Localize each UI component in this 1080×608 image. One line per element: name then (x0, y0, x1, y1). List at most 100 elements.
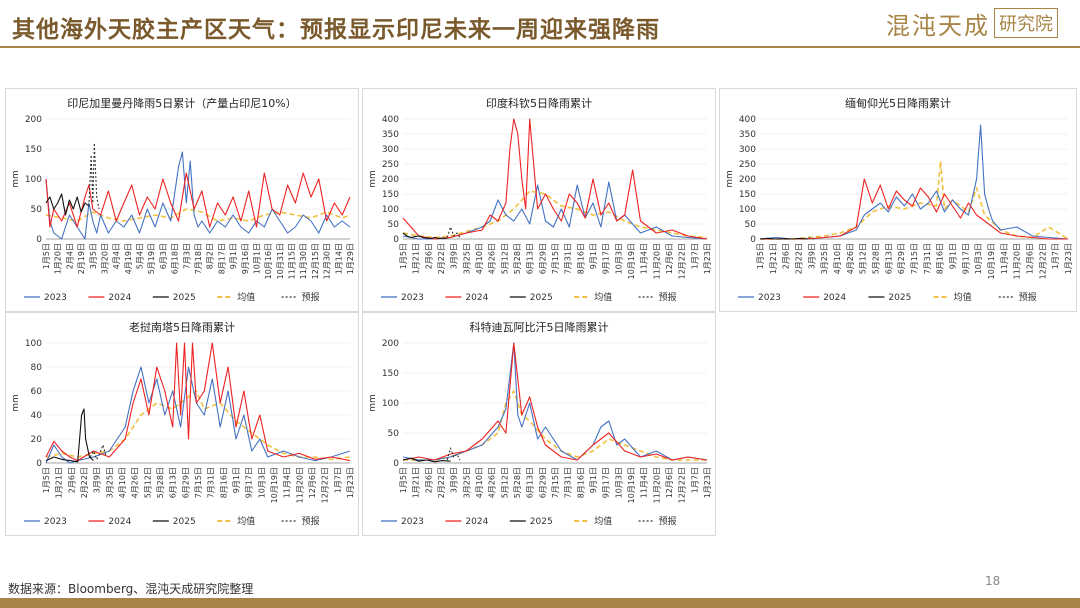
legend-label: 均值 (594, 515, 612, 527)
y-tick-label: 50 (745, 220, 757, 230)
x-tick-label: 3月9日 (93, 467, 102, 493)
y-tick-label: 150 (25, 145, 42, 155)
y-tick-label: 400 (382, 115, 399, 125)
x-tick-label: 1月21日 (412, 243, 421, 274)
y-tick-label: 100 (25, 339, 42, 349)
series-line-均值 (403, 390, 707, 461)
legend-label: 2025 (530, 293, 553, 303)
bottom-bar (0, 598, 1080, 608)
y-tick-label: 20 (31, 435, 43, 445)
title-divider (0, 46, 1080, 48)
x-tick-label: 3月20日 (100, 243, 109, 274)
legend-label: 2025 (173, 293, 196, 303)
x-tick-label: 7月15日 (194, 467, 203, 498)
x-tick-label: 2月22日 (795, 243, 804, 274)
chart-title: 印尼加里曼丹降雨5日累计（产量占印尼10%） (67, 96, 296, 110)
x-tick-label: 9月16日 (241, 243, 250, 274)
x-tick-label: 2月6日 (67, 467, 76, 493)
x-tick-label: 12月6日 (1026, 243, 1035, 274)
x-tick-label: 4月10日 (833, 243, 842, 274)
series-line-2023 (402, 342, 708, 461)
x-tick-label: 5月12日 (859, 243, 868, 274)
legend-label: 2023 (44, 293, 67, 303)
series-line-2024 (45, 342, 351, 462)
x-tick-label: 1月5日 (42, 243, 51, 269)
x-tick-label: 12月22日 (678, 467, 687, 503)
x-tick-label: 6月29日 (181, 467, 190, 498)
legend-label: 2024 (108, 517, 131, 527)
x-tick-label: 11月20日 (652, 243, 661, 279)
y-axis-label: mm (725, 170, 735, 188)
x-tick-label: 6月3日 (159, 243, 168, 269)
x-tick-label: 2月6日 (424, 243, 433, 269)
x-tick-label: 7月3日 (182, 243, 191, 269)
x-tick-label: 6月29日 (897, 243, 906, 274)
x-tick-label: 1月21日 (55, 467, 64, 498)
y-tick-label: 200 (25, 115, 42, 125)
legend-label: 2023 (758, 293, 781, 303)
y-tick-label: 100 (25, 175, 42, 185)
source-note: 数据来源：Bloomberg、混沌天成研究院整理 (8, 582, 254, 596)
x-tick-label: 10月1日 (252, 243, 261, 274)
chart-panel-cochin: 印度科钦5日降雨累计 0 50 100 150 200 250 300 350 400 mm 1月5日… (362, 88, 716, 312)
x-tick-label: 4月26日 (488, 467, 497, 498)
x-tick-label: 10月19日 (627, 467, 636, 503)
x-tick-label: 5月12日 (143, 467, 152, 498)
x-tick-label: 10月3日 (614, 467, 623, 498)
series-line-均值 (45, 390, 351, 461)
x-tick-label: 1月23日 (1064, 243, 1073, 274)
x-tick-label: 7月15日 (910, 243, 919, 274)
x-tick-label: 5月28日 (513, 243, 522, 274)
chart-title: 老挝南塔5日降雨累计 (129, 320, 235, 334)
y-tick-label: 200 (739, 175, 756, 185)
y-tick-label: 200 (382, 339, 399, 349)
y-tick-label: 50 (31, 205, 43, 215)
x-tick-label: 10月3日 (974, 243, 983, 274)
x-tick-label: 10月3日 (614, 243, 623, 274)
logo: 混沌天成 研究院 (886, 6, 1058, 40)
x-tick-label: 3月9日 (450, 243, 459, 269)
x-tick-label: 11月4日 (1000, 243, 1009, 274)
x-tick-label: 7月15日 (551, 243, 560, 274)
legend-label: 2023 (401, 517, 424, 527)
x-tick-label: 1月20日 (54, 243, 63, 274)
x-tick-label: 7月31日 (207, 467, 216, 498)
chart-panel-yangon: 缅甸仰光5日降雨累计 0 50 100 150 200 250 300 350 400 mm 1月5日… (719, 88, 1077, 312)
x-tick-label: 3月9日 (450, 467, 459, 493)
x-tick-label: 11月20日 (1013, 243, 1022, 279)
x-tick-label: 12月15日 (311, 243, 320, 279)
y-axis-label: mm (368, 170, 378, 188)
y-tick-label: 50 (388, 220, 400, 230)
x-tick-label: 11月20日 (295, 467, 304, 503)
x-tick-label: 8月16日 (576, 243, 585, 274)
series-line-2023 (402, 181, 708, 240)
x-tick-label: 2月22日 (437, 467, 446, 498)
x-tick-label: 11月20日 (652, 467, 661, 503)
x-tick-label: 1月23日 (703, 243, 712, 274)
x-tick-label: 10月19日 (270, 467, 279, 503)
y-tick-label: 150 (382, 190, 399, 200)
y-tick-label: 250 (739, 160, 756, 170)
x-tick-label: 1月29日 (346, 243, 355, 274)
y-tick-label: 300 (739, 145, 756, 155)
y-tick-label: 50 (388, 429, 400, 439)
series-line-2024 (402, 118, 708, 240)
chart-yangon: 缅甸仰光5日降雨累计 0 50 100 150 200 250 300 350 400 mm 1月5日… (725, 96, 1073, 303)
legend-label: 2023 (401, 293, 424, 303)
x-tick-label: 3月9日 (807, 243, 816, 269)
y-tick-label: 100 (739, 205, 756, 215)
x-tick-label: 2月6日 (782, 243, 791, 269)
y-tick-label: 400 (739, 115, 756, 125)
series-line-2025 (759, 237, 809, 240)
x-tick-label: 2月22日 (437, 243, 446, 274)
logo-text: 混沌天成 (886, 11, 990, 40)
x-tick-label: 8月16日 (576, 467, 585, 498)
series-line-预报 (446, 226, 461, 238)
x-tick-label: 4月10日 (118, 467, 127, 498)
chart-panel-abidjan: 科特迪瓦阿比汗5日降雨累计 0 50 100 150 200 mm 1月5日 1月21日 2月6日… (362, 312, 716, 536)
legend-label: 2025 (173, 517, 196, 527)
x-tick-label: 1月23日 (703, 467, 712, 498)
x-tick-label: 1月5日 (42, 467, 51, 493)
x-tick-label: 1月21日 (769, 243, 778, 274)
chart-panel-kalimantan: 印尼加里曼丹降雨5日累计（产量占印尼10%） 0 50 100 150 200 mm 1月5日… (5, 88, 359, 312)
